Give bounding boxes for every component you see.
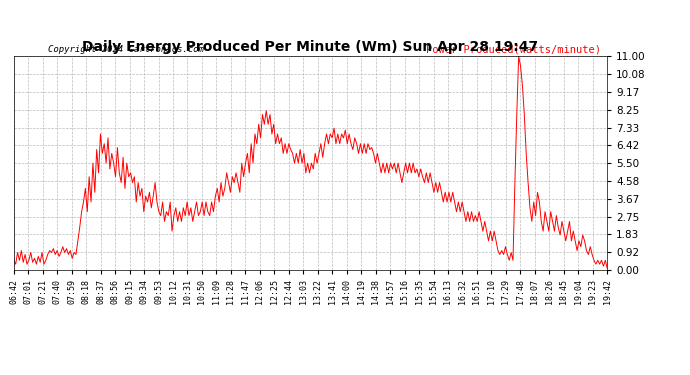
Text: Copyright 2024 Cartronics.com: Copyright 2024 Cartronics.com <box>48 45 204 54</box>
Text: Power Produced(watts/minute): Power Produced(watts/minute) <box>426 44 601 54</box>
Title: Daily Energy Produced Per Minute (Wm) Sun Apr 28 19:47: Daily Energy Produced Per Minute (Wm) Su… <box>82 40 539 54</box>
